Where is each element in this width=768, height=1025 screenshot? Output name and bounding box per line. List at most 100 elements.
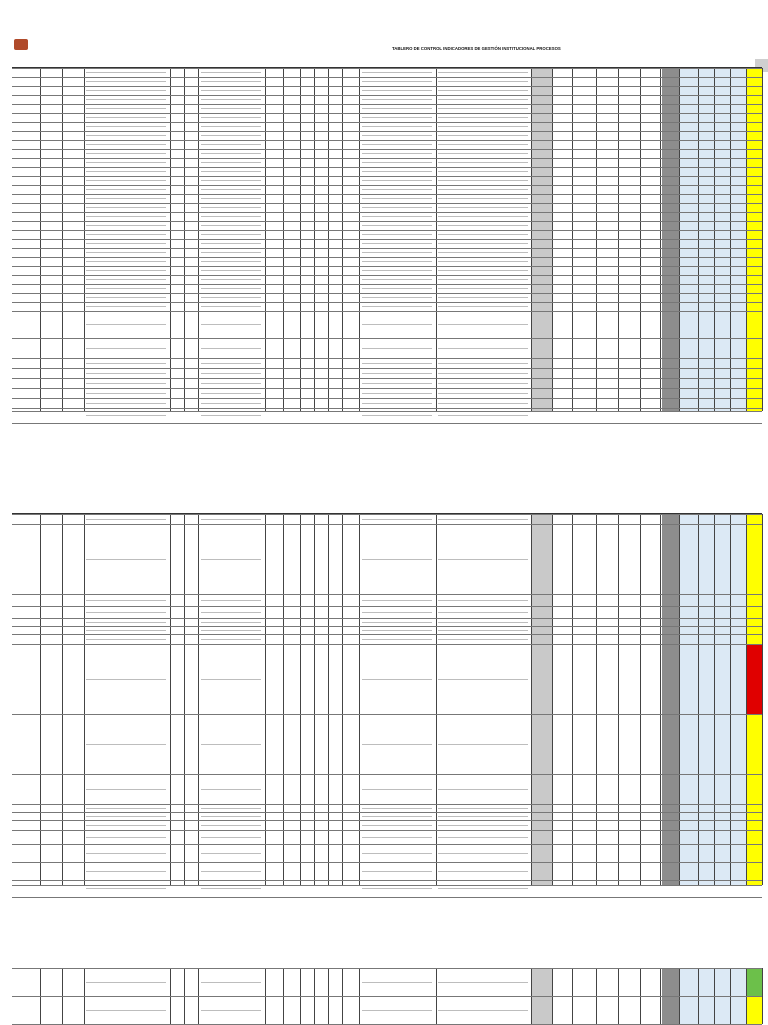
column-divider-8 [300,514,301,885]
cell-text-placeholder [438,807,528,809]
cell-text-placeholder [362,90,432,91]
table-row [12,266,762,267]
cell-text-placeholder [362,117,432,118]
cell-text-placeholder [438,415,528,416]
cell-text-placeholder [438,126,528,127]
cell-text-placeholder [362,198,432,199]
table-row [12,378,762,379]
cell-text-placeholder [362,981,432,983]
cell-text-placeholder [201,324,261,325]
cell-text-placeholder [438,207,528,208]
column-divider-14 [531,514,532,885]
cell-text-placeholder [86,270,166,271]
cell-text-placeholder [86,743,166,745]
cell-text-placeholder [362,402,432,404]
cell-text-placeholder [201,153,261,154]
column-divider-24 [730,514,731,885]
cell-text-placeholder [86,788,166,790]
cell-text-placeholder [201,72,261,73]
cell-text-placeholder [201,621,261,623]
cell-text-placeholder [438,216,528,217]
table-row [12,68,762,69]
cell-text-placeholder [362,216,432,217]
table-row [12,996,762,997]
cell-text-placeholder [438,279,528,280]
column-divider-7 [283,514,284,885]
cell-text-placeholder [438,852,528,854]
cell-text-placeholder [362,836,432,838]
cell-text-placeholder [201,279,261,280]
page-title: TABLERO DE CONTROL INDICADORES DE GESTIÓ… [392,46,561,51]
table-row [12,408,762,409]
cell-text-placeholder [86,126,166,127]
cell-text-placeholder [201,99,261,100]
cell-text-placeholder [86,144,166,145]
cell-text-placeholder [362,252,432,253]
cell-text-placeholder [438,153,528,154]
cell-text-placeholder [362,108,432,109]
cell-text-placeholder [438,180,528,181]
table-row [12,880,762,881]
cell-text-placeholder [438,362,528,364]
cell-text-placeholder [86,815,166,817]
cell-text-placeholder [438,324,528,325]
table-row [12,626,762,627]
cell-text-placeholder [86,836,166,838]
cell-text-placeholder [362,852,432,854]
cell-text-placeholder [201,558,261,560]
table-row [12,968,762,969]
cell-text-placeholder [362,288,432,289]
cell-text-placeholder [362,788,432,790]
table-row [12,844,762,845]
table-row [12,167,762,168]
cell-text-placeholder [86,518,166,520]
cell-text-placeholder [438,815,528,817]
cell-text-placeholder [438,189,528,190]
cell-text-placeholder [438,392,528,394]
cell-text-placeholder [362,599,432,601]
table-row [12,257,762,258]
table-row [12,77,762,78]
cell-text-placeholder [201,852,261,854]
table-row [12,311,762,312]
cell-text-placeholder [438,162,528,163]
cell-text-placeholder [362,279,432,280]
cell-text-placeholder [362,171,432,172]
column-divider-2 [84,514,85,885]
table-bottom-rule [12,411,762,412]
cell-text-placeholder [362,611,432,613]
cell-text-placeholder [362,888,432,889]
cell-text-placeholder [362,392,432,394]
cell-text-placeholder [86,1009,166,1011]
table-row [12,95,762,96]
cell-text-placeholder [362,870,432,872]
table-bottom-rule [12,885,762,886]
cell-text-placeholder [362,81,432,82]
cell-text-placeholder [86,189,166,190]
cell-text-placeholder [438,629,528,631]
table-row [12,594,762,595]
table-row [12,302,762,303]
column-divider-9 [314,514,315,885]
cell-text-placeholder [86,611,166,613]
cell-text-placeholder [438,99,528,100]
cell-text-placeholder [201,261,261,262]
table-row [12,122,762,123]
cell-text-placeholder [438,824,528,826]
cell-text-placeholder [86,81,166,82]
cell-text-placeholder [86,402,166,404]
cell-text-placeholder [438,108,528,109]
table-row [12,158,762,159]
cell-text-placeholder [438,171,528,172]
header-rule [12,513,762,514]
cell-text-placeholder [86,279,166,280]
column-divider-13 [436,514,437,885]
cell-text-placeholder [438,611,528,613]
cell-text-placeholder [86,153,166,154]
table-row [12,358,762,359]
table-row [12,606,762,607]
cell-text-placeholder [201,888,261,889]
table-row [12,176,762,177]
table-row [12,275,762,276]
cell-text-placeholder [86,324,166,325]
